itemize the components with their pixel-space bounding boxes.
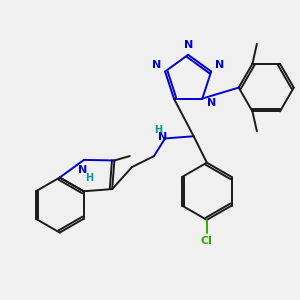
Text: N: N xyxy=(78,165,88,175)
Text: N: N xyxy=(215,60,225,70)
Text: N: N xyxy=(152,60,161,70)
Text: N: N xyxy=(158,132,167,142)
Text: N: N xyxy=(184,40,193,50)
Text: N: N xyxy=(207,98,216,108)
Text: H: H xyxy=(154,124,163,135)
Text: H: H xyxy=(85,172,94,182)
Text: Cl: Cl xyxy=(201,236,213,246)
